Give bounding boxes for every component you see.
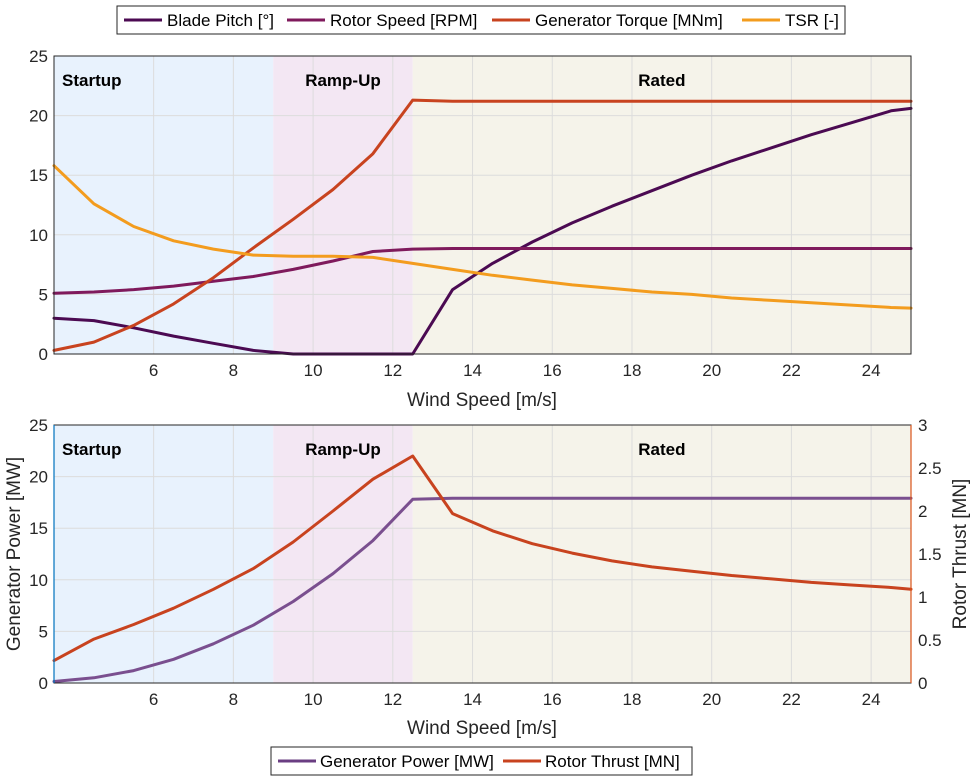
x-tick-label: 6 (149, 361, 158, 380)
y-tick-label: 15 (29, 519, 48, 538)
y-tick-label: 20 (29, 468, 48, 487)
y-tick-label: 0 (39, 674, 48, 693)
top-series-lines (52, 98, 913, 356)
legend-label-tsr: TSR [-] (785, 11, 839, 30)
y-tick-label: 10 (29, 226, 48, 245)
bottom-y-axis-label-left: Generator Power [MW] (4, 457, 25, 651)
x-tick-label: 14 (463, 361, 482, 380)
x-tick-label: 16 (543, 361, 562, 380)
series-line-rotor-thrust-mn (52, 454, 913, 663)
y-tick-label: 5 (39, 285, 48, 304)
legend-label-rotor-speed: Rotor Speed [RPM] (330, 11, 477, 30)
x-tick-label: 18 (623, 361, 642, 380)
bottom-chart: Startup Ramp-Up Rated 6 8 10 12 14 16 18 20 22 24 0… (4, 416, 971, 739)
series-line-rotor-speed-rpm (52, 247, 913, 295)
bottom-region-labels: Startup Ramp-Up Rated (62, 440, 685, 459)
top-x-axis-label: Wind Speed [m/s] (407, 390, 557, 411)
top-region-shading (54, 56, 911, 354)
region-label-ramp-up: Ramp-Up (305, 440, 381, 459)
legend-label-generator-torque: Generator Torque [MNm] (535, 11, 723, 30)
x-tick-label: 10 (304, 690, 323, 709)
region-label-rated: Rated (638, 440, 685, 459)
series-line-generator-power-mw (52, 496, 913, 683)
y-tick-label: 15 (29, 166, 48, 185)
y-tick-label: 20 (29, 107, 48, 126)
bottom-x-tick-labels: 6 8 10 12 14 16 18 20 22 24 (149, 690, 881, 709)
x-tick-label: 24 (862, 690, 881, 709)
legend-label-generator-power: Generator Power [MW] (320, 752, 494, 771)
x-tick-label: 8 (229, 690, 238, 709)
x-tick-label: 14 (463, 690, 482, 709)
x-tick-label: 8 (229, 361, 238, 380)
y-tick-label-right: 2.5 (918, 459, 942, 478)
bottom-x-axis-label: Wind Speed [m/s] (407, 718, 557, 739)
y-tick-label-right: 1 (918, 588, 927, 607)
x-tick-label: 10 (304, 361, 323, 380)
region-label-rated: Rated (638, 71, 685, 90)
y-tick-label-right: 1.5 (918, 545, 942, 564)
top-y-tick-labels: 0 5 10 15 20 25 (29, 47, 48, 364)
y-tick-label: 5 (39, 622, 48, 641)
region-rated (412, 425, 911, 683)
x-tick-label: 16 (543, 690, 562, 709)
x-tick-label: 12 (383, 361, 402, 380)
x-tick-label: 22 (782, 361, 801, 380)
legend-label-rotor-thrust: Rotor Thrust [MN] (545, 752, 680, 771)
x-tick-label: 22 (782, 690, 801, 709)
bottom-series-lines (52, 454, 913, 683)
y-tick-label-right: 0.5 (918, 631, 942, 650)
legend-label-blade-pitch: Blade Pitch [°] (167, 11, 274, 30)
top-x-tick-labels: 6 8 10 12 14 16 18 20 22 24 (149, 361, 881, 380)
bottom-y-tick-labels-left: 0 5 10 15 20 25 (29, 416, 48, 693)
y-tick-label-right: 3 (918, 416, 927, 435)
bottom-legend-box (270, 746, 693, 776)
series-line-generator-torque-mnm (52, 98, 913, 352)
bottom-legend: Generator Power [MW] Rotor Thrust [MN] (270, 746, 693, 776)
region-label-startup: Startup (62, 71, 122, 90)
region-label-startup: Startup (62, 440, 122, 459)
region-label-ramp-up: Ramp-Up (305, 71, 381, 90)
bottom-y-tick-labels-right: 0 0.5 1 1.5 2 2.5 3 (918, 416, 942, 693)
x-tick-label: 6 (149, 690, 158, 709)
x-tick-label: 20 (702, 361, 721, 380)
series-line-blade-pitch (52, 106, 913, 356)
top-legend: Blade Pitch [°] Rotor Speed [RPM] Genera… (116, 5, 846, 35)
top-plot-frame (53, 55, 912, 355)
y-tick-label-right: 0 (918, 674, 927, 693)
region-ramp-up (273, 56, 413, 354)
x-tick-label: 12 (383, 690, 402, 709)
top-region-labels: Startup Ramp-Up Rated (62, 71, 685, 90)
region-ramp-up (273, 425, 413, 683)
x-tick-label: 24 (862, 361, 881, 380)
series-line-tsr (52, 164, 913, 310)
y-tick-label: 25 (29, 47, 48, 66)
y-tick-label: 10 (29, 571, 48, 590)
top-legend-box (116, 5, 846, 35)
y-tick-label-right: 2 (918, 502, 927, 521)
x-tick-label: 20 (702, 690, 721, 709)
y-tick-label: 25 (29, 416, 48, 435)
bottom-region-shading (54, 425, 911, 683)
x-tick-label: 18 (623, 690, 642, 709)
y-tick-label: 0 (39, 345, 48, 364)
region-startup (54, 56, 274, 354)
top-chart: Startup Ramp-Up Rated 6 8 10 12 14 16 18 20 22 24 0… (29, 47, 913, 411)
bottom-y-axis-label-right: Rotor Thrust [MN] (950, 479, 971, 630)
